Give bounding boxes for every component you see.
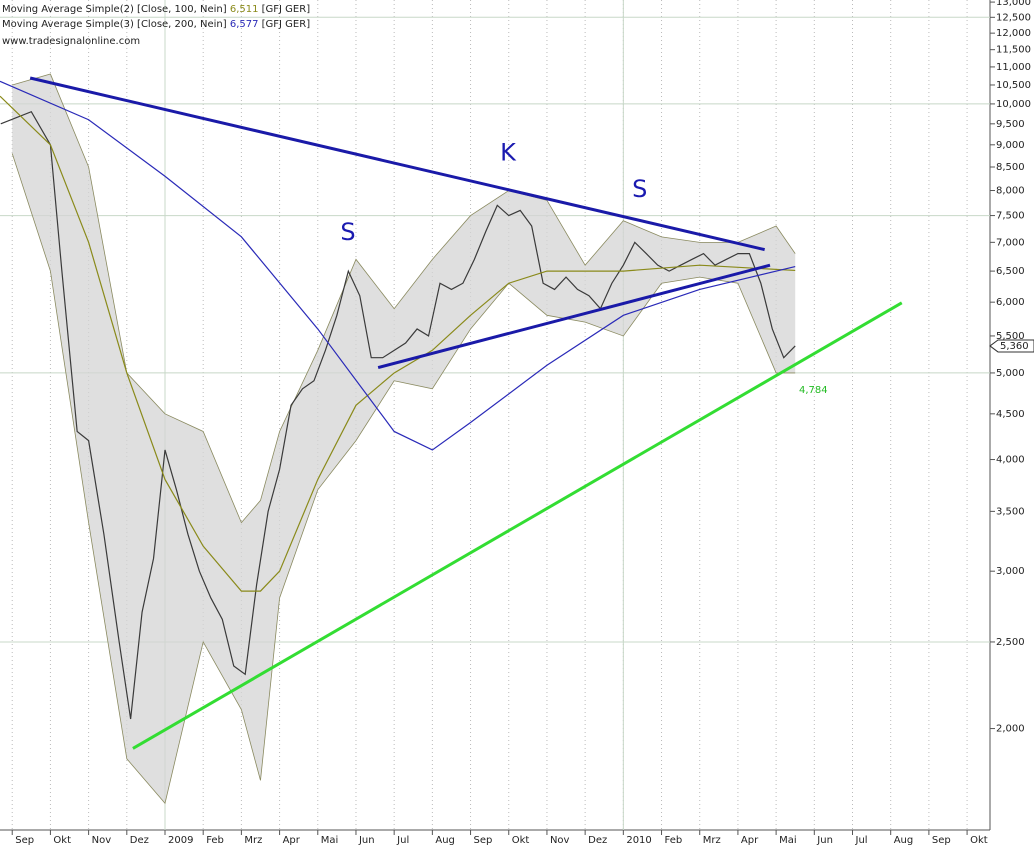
x-tick-label: Nov	[550, 835, 570, 846]
y-tick-label: 11,000	[996, 62, 1031, 73]
trendline	[29, 76, 765, 252]
x-tick-label: Mai	[321, 835, 339, 846]
x-tick-label: Apr	[283, 835, 301, 846]
legend-entry: Moving Average Simple(3) [Close, 200, Ne…	[2, 19, 310, 30]
x-tick-label: Nov	[92, 835, 112, 846]
annotation: K	[500, 139, 517, 167]
x-tick-label: Okt	[512, 835, 530, 846]
annotation: S	[340, 218, 355, 246]
legend-source: [GFJ GER]	[262, 4, 311, 15]
x-tick-label: Sep	[932, 835, 951, 846]
x-tick-label: Dez	[130, 835, 149, 846]
legend-name: Moving Average Simple(3) [Close, 200, Ne…	[2, 19, 227, 30]
y-tick-label: 12,500	[996, 12, 1031, 23]
y-tick-label: 10,000	[996, 99, 1031, 110]
trendline	[132, 301, 903, 750]
series-line	[0, 80, 796, 451]
y-tick-label: 2,000	[996, 724, 1025, 735]
y-tick-label: 7,500	[996, 211, 1025, 222]
y-tick-label: 5,000	[996, 368, 1025, 379]
legend-name: Moving Average Simple(2) [Close, 100, Ne…	[2, 4, 227, 15]
legend-source: [GFJ GER]	[262, 19, 311, 30]
x-tick-label: Jun	[358, 835, 375, 846]
y-tick-label: 6,500	[996, 266, 1025, 277]
x-tick-label: Dez	[588, 835, 607, 846]
x-tick-label: Mrz	[703, 835, 721, 846]
x-tick-label: Jul	[855, 835, 868, 846]
x-tick-label: 2009	[168, 835, 193, 846]
annotation: S	[632, 175, 647, 203]
y-tick-label: 4,500	[996, 409, 1025, 420]
x-tick-label: Mai	[779, 835, 797, 846]
y-tick-label: 7,000	[996, 237, 1025, 248]
band-lower	[11, 153, 796, 805]
legend-value: 6,577	[230, 19, 259, 30]
y-tick-label: 9,000	[996, 140, 1025, 151]
legend-value: 6,511	[230, 4, 259, 15]
line-value-label: 4,784	[799, 385, 828, 396]
last-price-marker	[989, 339, 1034, 353]
y-tick-label: 6,000	[996, 297, 1025, 308]
y-tick-label: 2,500	[996, 637, 1025, 648]
y-tick-label: 5,500	[996, 331, 1025, 342]
x-tick-label: Feb	[206, 835, 224, 846]
y-tick-label: 12,000	[996, 28, 1031, 39]
band-fill	[12, 74, 796, 804]
x-tick-label: Okt	[53, 835, 71, 846]
x-tick-label: Okt	[970, 835, 988, 846]
y-tick-label: 8,500	[996, 162, 1025, 173]
y-tick-label: 8,000	[996, 186, 1025, 197]
x-tick-label: Sep	[15, 835, 34, 846]
band-upper	[12, 73, 796, 524]
y-tick-label: 3,500	[996, 506, 1025, 517]
x-tick-label: Sep	[474, 835, 493, 846]
x-tick-label: Jul	[396, 835, 409, 846]
x-tick-label: 2010	[626, 835, 651, 846]
x-tick-label: Feb	[665, 835, 683, 846]
y-tick-label: 9,500	[996, 119, 1025, 130]
x-tick-label: Mrz	[244, 835, 262, 846]
y-tick-label: 4,000	[996, 455, 1025, 466]
y-tick-label: 10,500	[996, 80, 1031, 91]
y-tick-label: 13,000	[996, 0, 1031, 8]
trendline	[377, 263, 771, 369]
x-tick-label: Jun	[816, 835, 833, 846]
legend-entry: Moving Average Simple(2) [Close, 100, Ne…	[2, 4, 310, 15]
series-line	[0, 95, 796, 592]
x-tick-label: Apr	[741, 835, 759, 846]
source-url: www.tradesignalonline.com	[2, 36, 140, 47]
series-line	[0, 111, 796, 720]
y-tick-label: 3,000	[996, 566, 1025, 577]
x-tick-label: Aug	[894, 835, 914, 846]
x-tick-label: Aug	[435, 835, 455, 846]
last-price-label: 5,360	[1000, 341, 1029, 352]
y-tick-label: 11,500	[996, 45, 1031, 56]
